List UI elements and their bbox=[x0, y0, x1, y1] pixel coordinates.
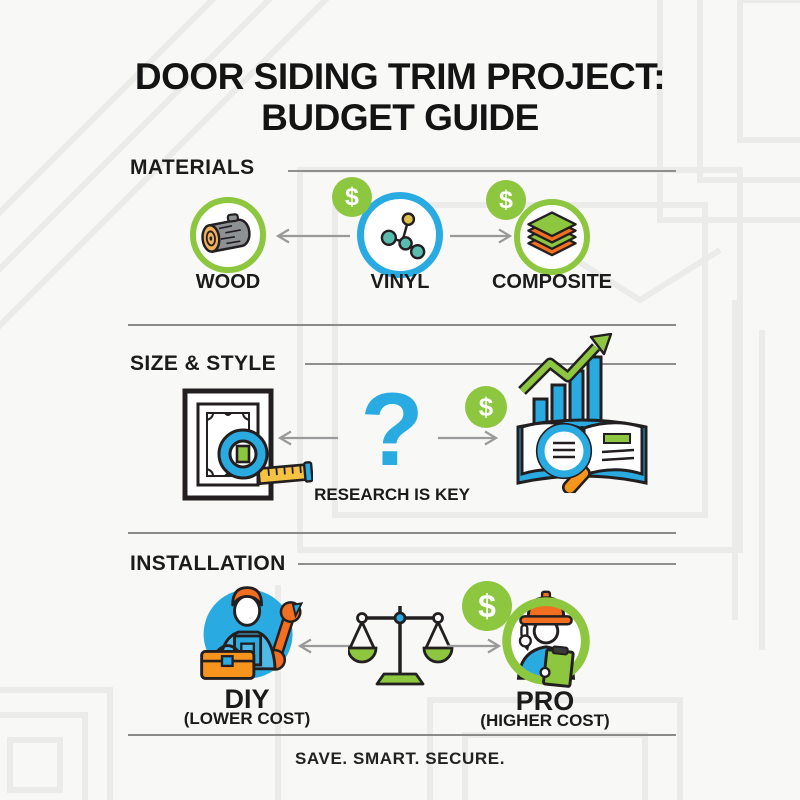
molecule-icon bbox=[380, 212, 426, 260]
pro-worker-icon bbox=[488, 576, 604, 702]
installation-heading-rule bbox=[298, 563, 676, 565]
arrow-left-materials-icon bbox=[274, 228, 350, 244]
composite-circle bbox=[514, 199, 590, 275]
layers-icon bbox=[527, 211, 577, 257]
pro-label: PRO bbox=[515, 686, 575, 716]
diy-worker-icon bbox=[192, 576, 308, 692]
arrow-right-install-icon bbox=[447, 638, 503, 654]
wood-label: WOOD bbox=[195, 271, 261, 293]
installation-heading: INSTALLATION bbox=[130, 552, 286, 575]
arrow-right-materials-icon bbox=[450, 228, 514, 244]
wood-circle bbox=[190, 197, 266, 273]
size-style-heading-rule bbox=[305, 363, 676, 365]
section-divider-2 bbox=[128, 532, 676, 534]
materials-heading: MATERIALS bbox=[130, 156, 255, 179]
diy-sublabel: (LOWER COST) bbox=[183, 709, 311, 728]
dollar-sign: $ bbox=[478, 587, 496, 624]
arrow-left-size-icon bbox=[276, 430, 338, 446]
vinyl-circle bbox=[357, 192, 443, 278]
footer-tagline: SAVE. SMART. SECURE. bbox=[294, 749, 506, 768]
dollar-sign: $ bbox=[345, 182, 359, 211]
section-divider-3 bbox=[128, 734, 676, 736]
diy-label: DIY bbox=[224, 684, 270, 714]
research-book-icon bbox=[512, 333, 652, 493]
log-icon bbox=[201, 213, 251, 253]
dollar-badge-research: $ bbox=[465, 386, 507, 428]
pro-sublabel: (HIGHER COST) bbox=[480, 711, 610, 730]
door-measuring-icon bbox=[181, 388, 313, 502]
title-line-1: DOOR SIDING TRIM PROJECT: bbox=[134, 56, 666, 97]
vinyl-label: VINYL bbox=[370, 271, 430, 293]
title-line-2: BUDGET GUIDE bbox=[261, 97, 539, 138]
materials-heading-rule bbox=[288, 170, 676, 172]
dollar-badge-pro: $ bbox=[462, 581, 512, 631]
balance-scale-icon bbox=[348, 598, 454, 690]
question-mark: ? bbox=[360, 372, 424, 488]
dollar-badge-vinyl: $ bbox=[332, 177, 372, 217]
arrow-left-install-icon bbox=[296, 638, 352, 654]
arrow-right-size-icon bbox=[438, 430, 500, 446]
size-style-heading: SIZE & STYLE bbox=[130, 352, 276, 375]
dollar-sign: $ bbox=[499, 185, 513, 214]
research-note: RESEARCH IS KEY bbox=[314, 485, 470, 504]
section-divider-1 bbox=[128, 324, 676, 326]
dollar-sign: $ bbox=[478, 391, 494, 422]
composite-label: COMPOSITE bbox=[491, 271, 612, 293]
dollar-badge-composite: $ bbox=[486, 180, 526, 220]
page-title: DOOR SIDING TRIM PROJECT: BUDGET GUIDE bbox=[0, 56, 800, 138]
